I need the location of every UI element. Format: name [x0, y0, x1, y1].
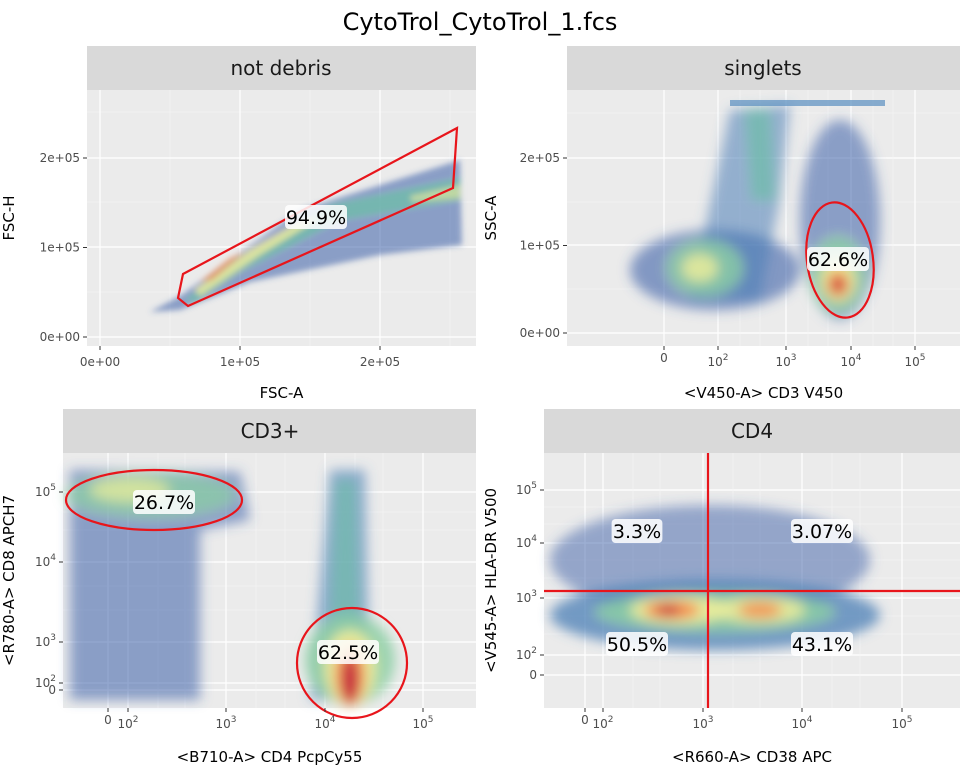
- y-tick-label: 104: [35, 553, 56, 569]
- x-tick-label: 102: [592, 715, 613, 731]
- gate-percentage-label: 94.9%: [285, 205, 347, 229]
- panel-not-debris: not debris: [87, 46, 476, 346]
- y-tick-label: 103: [35, 633, 56, 649]
- percentage-text: 3.07%: [792, 521, 852, 543]
- strip-label-cd3plus: CD3+: [241, 419, 300, 443]
- gate-percentage-label: 62.5%: [317, 640, 379, 664]
- y-tick-label: 103: [516, 589, 537, 605]
- label-background: [133, 490, 195, 514]
- label-background: [791, 519, 853, 543]
- gate-percentage-label: 3.3%: [611, 519, 663, 543]
- y-tick-label: 0e+00: [40, 330, 80, 344]
- label-background: [611, 519, 663, 543]
- gate-percentage-label: 62.6%: [807, 247, 869, 271]
- y-axis-label: <V545-A> HLA-DR V500: [482, 488, 500, 673]
- gate-not-debris: [176, 126, 459, 308]
- percentage-text: 50.5%: [607, 634, 667, 656]
- x-tick-label: 105: [891, 715, 912, 731]
- gate-percentages: 94.9% 62.6% 26.7% 62.5% 3.3% 3.07% 50.5% 43.1%: [133, 205, 869, 664]
- gate-percentage-label: 43.1%: [791, 632, 853, 656]
- strip-label-not-debris: not debris: [230, 56, 331, 80]
- gate-cd4-pop: [295, 606, 409, 720]
- percentage-text: 62.6%: [808, 249, 868, 271]
- y-tick-label: 2e+05: [40, 151, 80, 165]
- y-tick-label: 2e+05: [520, 151, 560, 165]
- y-tick-label: 105: [516, 481, 537, 497]
- y-tick-label: 105: [35, 483, 56, 499]
- percentage-text: 43.1%: [792, 634, 852, 656]
- strip-label-cd4: CD4: [731, 419, 773, 443]
- x-tick-label: 105: [412, 715, 433, 731]
- panel-cd3plus: CD3+: [63, 409, 476, 708]
- x-tick-label: 102: [117, 715, 138, 731]
- percentage-text: 62.5%: [318, 642, 378, 664]
- percentage-text: 94.9%: [286, 207, 346, 229]
- x-tick-label: 103: [692, 715, 713, 731]
- gate-cd8: [64, 468, 244, 532]
- y-tick-label: 0e+00: [520, 326, 560, 340]
- y-tick-label: 1e+05: [40, 241, 80, 255]
- y-axis-label: <R780-A> CD8 APCH7: [0, 495, 18, 666]
- x-tick-label: 1e+05: [220, 355, 260, 369]
- panel-singlets: singlets: [567, 46, 960, 346]
- axis-labels: FSC-A FSC-H <V450-A> CD3 V450 SSC-A <B710-A>…: [0, 195, 843, 766]
- x-axis-label: <R660-A> CD38 APC: [672, 748, 832, 766]
- label-background: [606, 632, 668, 656]
- y-axis-label: SSC-A: [482, 195, 500, 241]
- x-tick-label: 104: [791, 715, 812, 731]
- strip-not-debris: [87, 46, 476, 90]
- y-tick-label: 0: [529, 668, 537, 682]
- x-tick-label: 105: [904, 353, 925, 369]
- percentage-text: 26.7%: [134, 492, 194, 514]
- x-tick-label: 0: [104, 713, 112, 727]
- label-background: [791, 632, 853, 656]
- figure-title: CytoTrol_CytoTrol_1.fcs: [343, 8, 618, 36]
- x-tick-label: 104: [314, 715, 335, 731]
- strip-label-singlets: singlets: [724, 56, 801, 80]
- y-tick-label: 104: [516, 534, 537, 550]
- strip-singlets: [567, 46, 960, 90]
- label-background: [285, 205, 347, 229]
- y-tick-label: 102: [516, 646, 537, 662]
- x-tick-label: 0: [581, 713, 589, 727]
- panel-cd4: CD4: [544, 409, 960, 708]
- y-tick-label: 1e+05: [520, 239, 560, 253]
- x-axis-label: <V450-A> CD3 V450: [684, 384, 843, 402]
- x-tick-label: 0: [660, 351, 668, 365]
- x-tick-label: 103: [775, 353, 796, 369]
- gate-percentage-label: 26.7%: [133, 490, 195, 514]
- x-axis-label: FSC-A: [260, 384, 304, 402]
- x-tick-label: 102: [707, 353, 728, 369]
- y-axis-label: FSC-H: [0, 195, 18, 240]
- gate-percentage-label: 3.07%: [791, 519, 853, 543]
- x-tick-label: 103: [215, 715, 236, 731]
- strip-cd3plus: [63, 409, 476, 453]
- x-axis-label: <B710-A> CD4 PcpCy55: [177, 748, 363, 766]
- percentage-text: 3.3%: [613, 521, 661, 543]
- x-tick-label: 2e+05: [360, 355, 400, 369]
- y-tick-label: 0: [48, 683, 56, 697]
- label-background: [807, 247, 869, 271]
- strip-cd4: [544, 409, 960, 453]
- density-singlets: [630, 100, 885, 320]
- label-background: [317, 640, 379, 664]
- x-tick-label: 0e+00: [80, 355, 120, 369]
- gate-percentage-label: 50.5%: [606, 632, 668, 656]
- x-tick-label: 104: [840, 353, 861, 369]
- gates: [64, 126, 960, 720]
